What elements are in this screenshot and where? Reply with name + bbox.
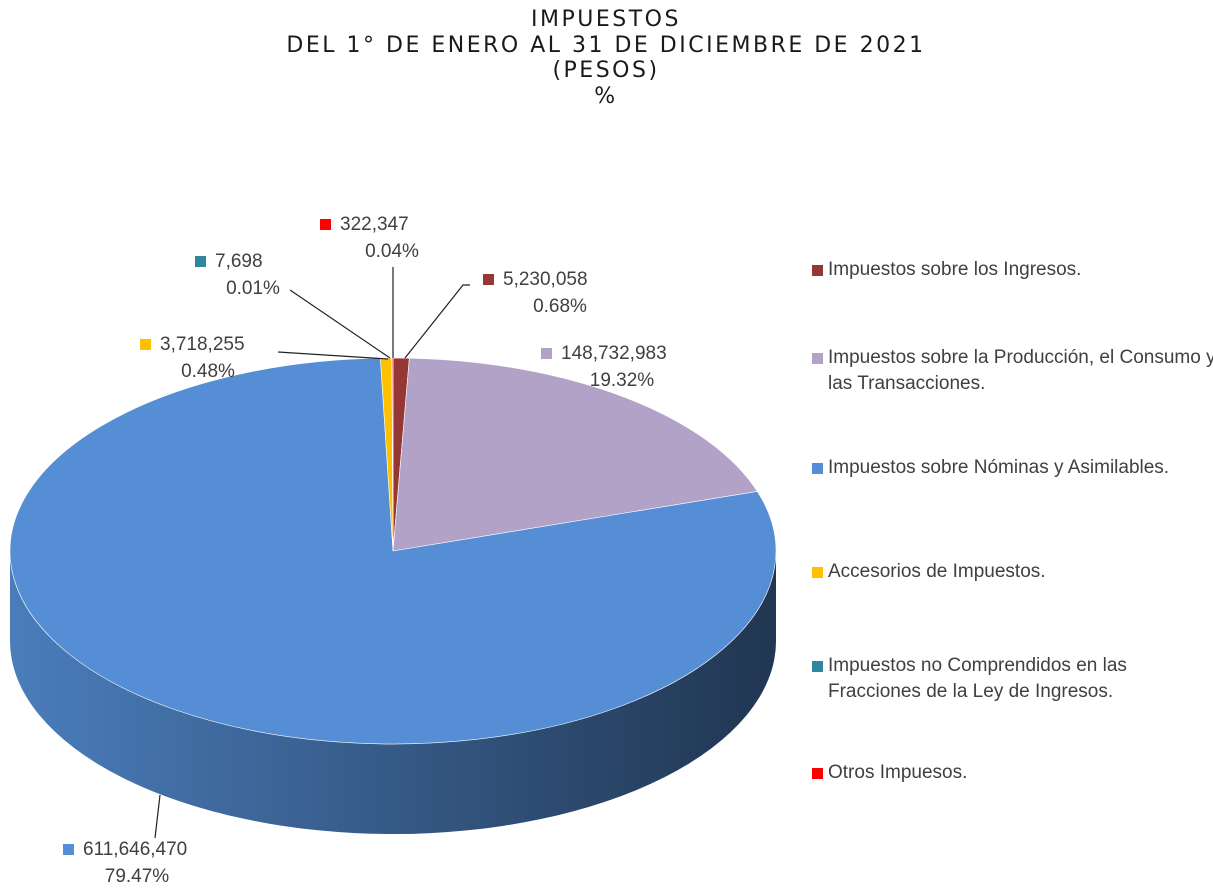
data-label-percent: 0.68% xyxy=(533,296,587,317)
legend-item: Impuestos sobre Nóminas y Asimilables. xyxy=(812,455,1213,481)
pie-side-shade xyxy=(10,551,776,834)
label-swatch xyxy=(320,219,331,230)
legend-swatch xyxy=(812,567,823,578)
data-label: 322,347 xyxy=(340,214,409,235)
label-swatch xyxy=(140,339,151,350)
legend-label: Accesorios de Impuestos. xyxy=(828,561,1046,582)
legend-swatch xyxy=(812,768,823,779)
pie-slice xyxy=(9,357,777,745)
legend-swatch xyxy=(812,661,823,672)
pie-tops xyxy=(9,357,777,745)
leader-line xyxy=(289,289,391,359)
data-label: 3,718,255 xyxy=(160,334,245,355)
data-label-percent: 19.32% xyxy=(590,370,655,391)
label-swatch xyxy=(483,274,494,285)
label-swatch xyxy=(541,348,552,359)
pie-sides xyxy=(10,551,776,834)
chart-title: IMPUESTOS xyxy=(531,7,681,32)
chart-title: % xyxy=(594,84,617,109)
legend-swatch xyxy=(812,463,823,474)
legend-label: Otros Impuesos. xyxy=(828,762,968,783)
data-label-percent: 0.48% xyxy=(181,361,235,382)
legend-label: Impuestos no Comprendidos en las Fraccio… xyxy=(828,655,1127,702)
chart-title: DEL 1° DE ENERO AL 31 DE DICIEMBRE DE 20… xyxy=(286,33,925,58)
legend-label: Impuestos sobre Nóminas y Asimilables. xyxy=(828,457,1170,478)
pie-slice xyxy=(392,357,758,552)
legend-swatch xyxy=(812,265,823,276)
chart-title: (PESOS) xyxy=(552,58,659,83)
data-label: 7,698 xyxy=(215,251,263,272)
leader-line xyxy=(404,284,470,359)
label-swatch xyxy=(63,844,74,855)
legend-item: Otros Impuesos. xyxy=(812,760,1213,786)
label-swatch xyxy=(195,256,206,267)
data-label: 5,230,058 xyxy=(503,269,588,290)
legend-swatch xyxy=(812,353,823,364)
data-label: 148,732,983 xyxy=(561,343,667,364)
legend-item: Impuestos sobre los Ingresos. xyxy=(812,257,1213,283)
legend-item: Impuestos sobre la Producción, el Consum… xyxy=(812,345,1213,397)
data-label: 611,646,470 xyxy=(83,839,187,860)
leader-line xyxy=(277,351,389,360)
data-label-percent: 0.01% xyxy=(226,278,280,299)
leader-line xyxy=(154,794,161,839)
legend-label: Impuestos sobre la Producción, el Consum… xyxy=(828,347,1213,394)
legend-label: Impuestos sobre los Ingresos. xyxy=(828,259,1082,280)
data-label-percent: 79.47% xyxy=(105,866,170,887)
data-label-percent: 0.04% xyxy=(365,241,419,262)
legend-item: Impuestos no Comprendidos en las Fraccio… xyxy=(812,653,1213,705)
legend-item: Accesorios de Impuestos. xyxy=(812,559,1213,585)
